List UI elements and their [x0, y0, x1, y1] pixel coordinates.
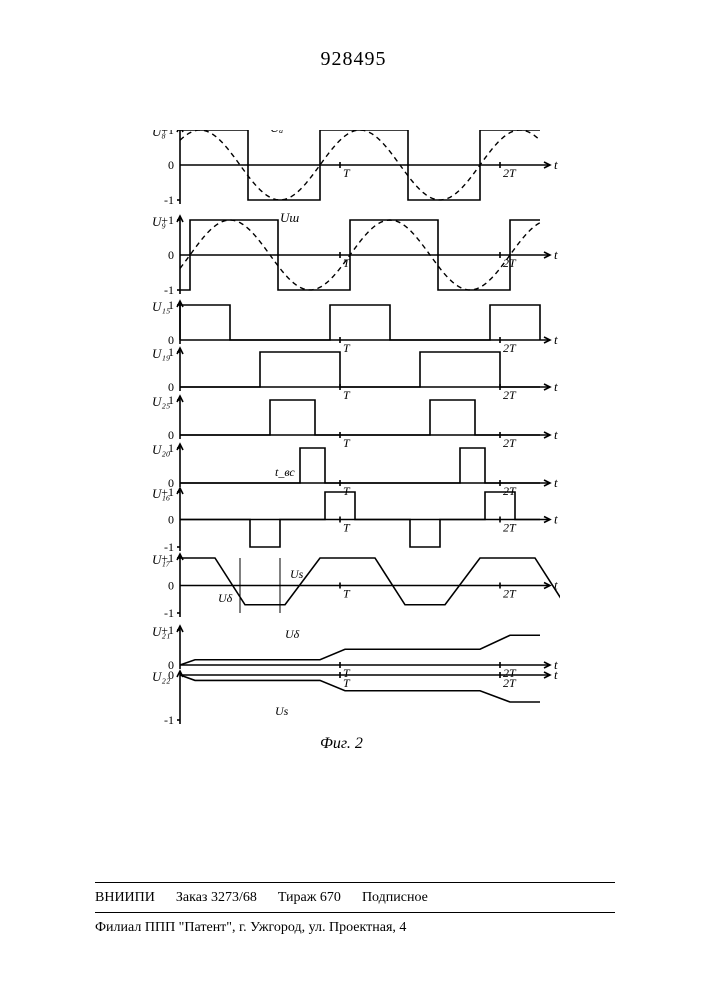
svg-text:Uₐ: Uₐ	[270, 130, 283, 135]
svg-text:Uδ: Uδ	[285, 627, 300, 641]
svg-text:t: t	[554, 247, 558, 262]
svg-text:Фиг. 2: Фиг. 2	[320, 735, 363, 752]
svg-text:t: t	[554, 379, 558, 394]
svg-text:U₂₅: U₂₅	[152, 394, 170, 409]
svg-text:t: t	[554, 157, 558, 172]
svg-text:0: 0	[168, 513, 174, 527]
footer-order: Заказ 3273/68	[176, 887, 257, 908]
svg-text:t: t	[554, 332, 558, 347]
svg-text:t_вс: t_вс	[275, 465, 295, 479]
svg-text:t: t	[554, 475, 558, 490]
svg-text:t: t	[554, 512, 558, 527]
svg-text:T: T	[343, 676, 351, 690]
svg-text:-1: -1	[164, 606, 174, 620]
svg-text:U₁₉: U₁₉	[152, 346, 170, 361]
svg-text:Us: Us	[275, 704, 289, 718]
timing-diagram-figure: -10+1U₈T2TtUₐ-10+1U₉T2TtUш01U₁₅T2Tt01U₁₉…	[140, 130, 560, 770]
svg-text:Us: Us	[290, 567, 304, 581]
svg-text:0: 0	[168, 158, 174, 172]
svg-text:T: T	[343, 341, 351, 355]
footer-address: Филиал ППП "Патент", г. Ужгород, ул. Про…	[95, 917, 615, 938]
svg-text:U₂₀: U₂₀	[152, 442, 170, 457]
svg-text:-1: -1	[164, 713, 174, 727]
svg-text:0: 0	[168, 428, 174, 442]
svg-text:U₂₁: U₂₁	[152, 624, 170, 639]
footer-sub: Подписное	[362, 887, 428, 908]
svg-text:2T: 2T	[503, 521, 517, 535]
svg-text:T: T	[343, 521, 351, 535]
svg-text:Uδ: Uδ	[218, 591, 233, 605]
svg-text:U₈: U₈	[152, 130, 166, 139]
svg-text:0: 0	[168, 248, 174, 262]
svg-text:0: 0	[168, 579, 174, 593]
svg-text:Uш: Uш	[280, 210, 299, 225]
svg-text:2T: 2T	[503, 166, 517, 180]
svg-text:T: T	[343, 436, 351, 450]
svg-text:T: T	[343, 484, 351, 498]
svg-text:t: t	[554, 427, 558, 442]
footer-org: ВНИИПИ	[95, 887, 155, 908]
svg-text:-1: -1	[164, 283, 174, 297]
svg-text:2T: 2T	[503, 436, 517, 450]
svg-text:-1: -1	[164, 193, 174, 207]
svg-text:T: T	[343, 166, 351, 180]
svg-text:U₁₅: U₁₅	[152, 299, 170, 314]
svg-text:0: 0	[168, 380, 174, 394]
svg-text:T: T	[343, 388, 351, 402]
footer-colophon: ВНИИПИ Заказ 3273/68 Тираж 670 Подписное…	[95, 878, 615, 938]
svg-text:2T: 2T	[503, 341, 517, 355]
svg-text:2T: 2T	[503, 388, 517, 402]
svg-text:2T: 2T	[503, 587, 517, 601]
svg-text:U₁₇: U₁₇	[152, 552, 171, 567]
svg-text:U₉: U₉	[152, 214, 166, 229]
svg-text:t: t	[554, 667, 558, 682]
svg-text:T: T	[343, 587, 351, 601]
svg-text:U₁₆: U₁₆	[152, 486, 170, 501]
footer-tirazh: Тираж 670	[278, 887, 341, 908]
svg-text:2T: 2T	[503, 676, 517, 690]
document-number: 928495	[0, 48, 707, 71]
svg-text:U₂₂: U₂₂	[152, 669, 171, 684]
